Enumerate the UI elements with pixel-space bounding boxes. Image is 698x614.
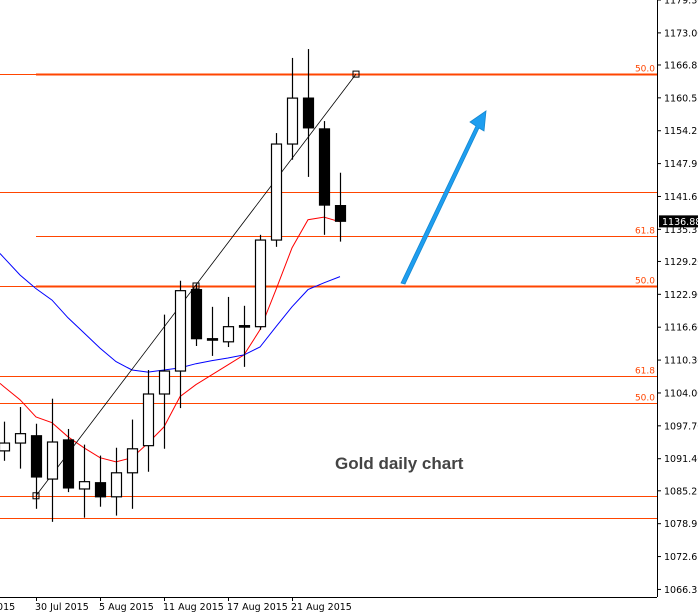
fibonacci-levels: 50.0 61.8 50.0 61.8 50.0 <box>0 65 657 519</box>
candle <box>302 49 315 177</box>
level-label: 50.0 <box>635 65 655 75</box>
price-tick-label: 1085.25 <box>664 486 698 497</box>
price-tick-label: 1166.85 <box>664 60 698 71</box>
candle <box>0 421 11 461</box>
price-tick-label: 1072.65 <box>664 552 698 563</box>
candle <box>190 283 203 346</box>
candle <box>62 428 75 493</box>
candle <box>174 280 187 409</box>
bear-candle-body <box>206 338 219 341</box>
bull-candle-body <box>0 442 11 452</box>
bear-candle-body <box>334 205 347 222</box>
time-tick-label: 11 Aug 2015 <box>163 602 224 613</box>
arrow-shape <box>400 110 487 285</box>
candle <box>110 447 123 516</box>
bull-candle-body <box>78 481 91 490</box>
price-tick-label: 1147.95 <box>664 159 698 170</box>
time-tick-label: 17 Aug 2015 <box>227 602 288 613</box>
price-tick-label: 1097.70 <box>664 421 698 432</box>
bull-candle-body <box>270 143 283 241</box>
candle <box>126 419 139 509</box>
slow-ma-line <box>0 253 341 373</box>
price-tick-label: 1129.20 <box>664 257 698 268</box>
price-tick-label: 1173.00 <box>664 28 698 39</box>
bull-candle-body <box>254 239 267 328</box>
bear-candle-body <box>94 482 107 498</box>
price-tick-label: 1110.30 <box>664 356 698 367</box>
candle <box>158 314 171 449</box>
time-tick-label: 21 Aug 2015 <box>291 602 352 613</box>
price-tick-label: 1091.40 <box>664 454 698 465</box>
candle <box>206 306 219 356</box>
bull-candle-body <box>126 448 139 474</box>
price-tick-label: 1122.90 <box>664 290 698 301</box>
price-tick-label: 1179.30 <box>664 0 698 7</box>
price-tick-label: 1116.60 <box>664 323 698 334</box>
candle <box>78 444 91 518</box>
bull-candle-body <box>158 370 171 395</box>
bull-candle-body <box>110 472 123 498</box>
candle <box>270 133 283 247</box>
bull-candle-body <box>174 290 187 372</box>
candle <box>286 57 299 160</box>
time-tick-label: 30 Jul 2015 <box>35 602 89 613</box>
chart-annotation: Gold daily chart <box>335 454 464 473</box>
price-tick-label: 1135.35 <box>664 225 698 236</box>
level-label: 50.0 <box>635 394 655 404</box>
candles <box>0 49 347 522</box>
bull-candle-body <box>142 393 155 447</box>
bull-candle-body <box>286 97 299 145</box>
price-tick-label: 1104.00 <box>664 388 698 399</box>
price-axis[interactable]: 1179.30 1173.00 1166.85 1160.55 1154.25 1147.… <box>657 0 698 597</box>
bull-candle-body <box>222 326 235 343</box>
trendline-anchor-handle <box>352 70 360 78</box>
time-tick-label: 5 Aug 2015 <box>99 602 154 613</box>
candle <box>238 305 251 367</box>
candle <box>142 369 155 472</box>
level-label: 50.0 <box>635 277 655 287</box>
price-tick-label: 1160.55 <box>664 93 698 104</box>
time-tick-label: 2015 <box>0 602 15 613</box>
price-tick-label: 1078.95 <box>664 519 698 530</box>
bull-candle-body <box>14 433 27 444</box>
candle <box>222 296 235 348</box>
price-tick-label: 1066.35 <box>664 585 698 596</box>
bear-candle-body <box>62 439 75 489</box>
candle <box>334 172 347 242</box>
bear-candle-body <box>302 97 315 129</box>
level-label: 61.8 <box>635 367 655 377</box>
bear-candle-body <box>190 289 203 340</box>
bear-candle-body <box>238 325 251 328</box>
candle <box>14 407 27 469</box>
current-price-label: 1136.88 <box>662 217 698 228</box>
candle <box>254 234 267 330</box>
level-label: 61.8 <box>635 227 655 237</box>
bear-candle-body <box>30 435 43 478</box>
fast-ma-line <box>0 216 341 463</box>
candle <box>46 398 59 522</box>
candle <box>94 455 107 507</box>
candle <box>30 423 43 509</box>
bear-candle-body <box>318 128 331 206</box>
current-price-tag <box>659 215 698 228</box>
price-tick-label: 1154.25 <box>664 126 698 137</box>
up-arrow-icon <box>400 110 487 285</box>
bull-candle-body <box>46 441 59 480</box>
candle <box>318 121 331 235</box>
price-tick-label: 1141.65 <box>664 192 698 203</box>
moving-averages <box>0 216 341 463</box>
